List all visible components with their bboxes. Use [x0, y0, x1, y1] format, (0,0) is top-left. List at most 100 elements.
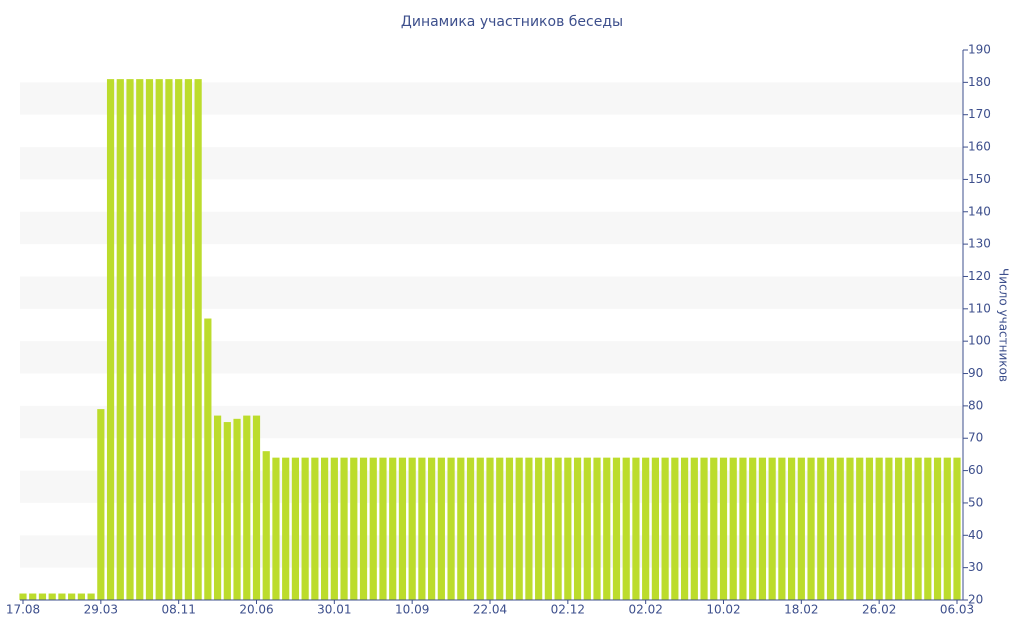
y-tick-label: 50 [968, 495, 983, 509]
bar [165, 79, 173, 600]
y-tick-label: 100 [968, 334, 991, 348]
x-tick-label: 10.02 [706, 603, 740, 617]
bar [418, 457, 426, 600]
bar [68, 593, 76, 600]
y-tick-label: 80 [968, 398, 983, 412]
bar [758, 457, 767, 600]
y-tick-label: 110 [968, 301, 991, 315]
bar [97, 409, 105, 600]
x-tick-label: 18.02 [784, 603, 818, 617]
chart-title: Динамика участников беседы [401, 14, 623, 30]
y-tick-label: 60 [968, 463, 983, 477]
bar [19, 593, 27, 600]
bar [924, 457, 932, 600]
bar [719, 457, 728, 600]
bar [807, 457, 815, 600]
bar [817, 457, 825, 600]
x-tick-label: 29.03 [84, 603, 118, 617]
bar [213, 415, 222, 600]
x-tick-label: 10.09 [395, 603, 429, 617]
bar [710, 457, 718, 600]
bar [398, 457, 407, 600]
bar [369, 457, 377, 600]
y-tick-label: 180 [968, 75, 991, 89]
bar [457, 457, 465, 600]
bar [632, 457, 640, 600]
bar [204, 318, 212, 600]
bar [573, 457, 582, 600]
bar [933, 457, 942, 600]
bar [408, 457, 416, 600]
bar [865, 457, 874, 600]
bar [651, 457, 659, 600]
bar [106, 79, 115, 600]
bar [350, 457, 358, 600]
bar [846, 457, 854, 600]
x-tick-label: 17.08 [6, 603, 40, 617]
bar [622, 457, 630, 600]
bar [885, 457, 893, 600]
x-tick-label: 20.06 [239, 603, 273, 617]
bar [564, 457, 572, 600]
bar [593, 457, 601, 600]
y-tick-label: 170 [968, 107, 991, 121]
bar [175, 79, 183, 600]
bar [262, 451, 270, 600]
bar [291, 457, 300, 600]
bar [943, 457, 951, 600]
bar [544, 457, 552, 600]
y-tick-label: 40 [968, 528, 983, 542]
bar [583, 457, 591, 600]
y-tick-label: 140 [968, 204, 991, 218]
x-tick-label: 30.01 [317, 603, 351, 617]
bar [359, 457, 368, 600]
bar [194, 79, 202, 600]
bar [389, 457, 397, 600]
bar [826, 457, 835, 600]
bar [282, 457, 290, 600]
x-tick-label: 22.04 [473, 603, 507, 617]
bar [671, 457, 679, 600]
bar [116, 79, 124, 600]
bar [535, 457, 543, 600]
y-tick-label: 30 [968, 560, 983, 574]
y-tick-label: 130 [968, 237, 991, 251]
bar [856, 457, 864, 600]
bar [788, 457, 796, 600]
bar [505, 457, 514, 600]
y-tick-label: 190 [968, 43, 991, 57]
bar [603, 457, 611, 600]
bar [447, 457, 455, 600]
bar [87, 593, 95, 600]
bar [126, 79, 134, 600]
x-tick-label: 02.12 [551, 603, 585, 617]
bar [145, 79, 154, 600]
bar [612, 457, 621, 600]
bar [301, 457, 309, 600]
x-tick-label: 02.02 [628, 603, 662, 617]
bar [496, 457, 504, 600]
bar [642, 457, 650, 600]
y-tick-label: 20 [968, 593, 983, 607]
bar [136, 79, 144, 600]
bar [311, 457, 319, 600]
bar [428, 457, 436, 600]
bar [252, 415, 261, 600]
bar [321, 457, 329, 600]
x-tick-label: 26.02 [862, 603, 896, 617]
bar [340, 457, 348, 600]
bar [768, 457, 776, 600]
bar [486, 457, 494, 600]
bar [525, 457, 533, 600]
bar [379, 457, 387, 600]
bar [155, 79, 163, 600]
bar [836, 457, 844, 600]
bar [184, 79, 192, 600]
bar [797, 457, 805, 600]
bar [739, 457, 747, 600]
bar [29, 593, 37, 600]
bar [914, 457, 922, 600]
x-tick-label: 06.03 [940, 603, 974, 617]
bar [554, 457, 562, 600]
